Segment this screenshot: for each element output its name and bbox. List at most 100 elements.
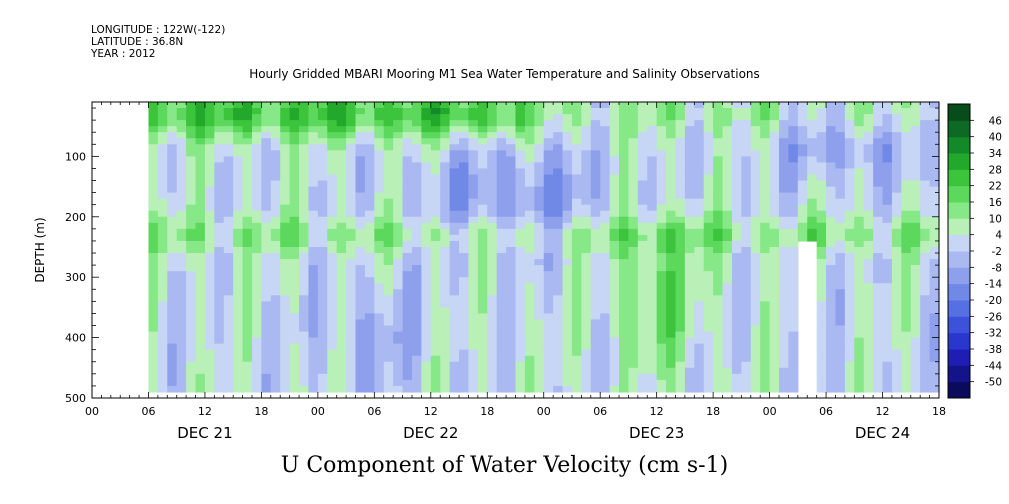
heatmap-cell <box>769 186 780 194</box>
heatmap-cell <box>374 222 385 230</box>
heatmap-cell <box>251 132 262 139</box>
heatmap-cell <box>477 228 488 236</box>
heatmap-cell <box>600 253 611 260</box>
heatmap-cell <box>317 246 328 254</box>
heatmap-cell <box>242 162 253 170</box>
heatmap-cell <box>741 265 752 272</box>
heatmap-cell <box>600 295 611 302</box>
heatmap-cell <box>863 283 874 290</box>
heatmap-cell <box>468 367 479 375</box>
heatmap-cell <box>844 259 855 266</box>
heatmap-cell <box>468 216 479 224</box>
heatmap-cell <box>769 192 780 200</box>
heatmap-cell <box>713 174 724 182</box>
heatmap-cell <box>731 222 742 230</box>
heatmap-cell <box>713 108 724 115</box>
heatmap-cell <box>186 240 197 248</box>
colorbar-label: -26 <box>985 311 1002 323</box>
heatmap-cell <box>251 138 262 145</box>
heatmap-cell <box>534 349 545 357</box>
heatmap-cell <box>901 132 912 139</box>
heatmap-cell <box>637 253 648 260</box>
heatmap-cell <box>656 150 667 157</box>
heatmap-cell <box>186 325 197 333</box>
heatmap-cell <box>600 265 611 272</box>
heatmap-cell <box>317 174 328 182</box>
heatmap-cell <box>487 385 498 393</box>
heatmap-cell <box>901 246 912 254</box>
heatmap-cell <box>280 265 291 272</box>
heatmap-cell <box>402 222 413 230</box>
heatmap-cell <box>835 228 846 236</box>
heatmap-cell <box>421 222 432 230</box>
heatmap-cell <box>543 265 554 272</box>
heatmap-cell <box>713 186 724 194</box>
heatmap-cell <box>722 108 733 115</box>
heatmap-cell <box>204 204 215 212</box>
heatmap-cell <box>713 114 724 121</box>
heatmap-cell <box>251 126 262 133</box>
heatmap-cell <box>609 138 620 145</box>
heatmap-cell <box>703 319 714 327</box>
heatmap-cell <box>854 126 865 133</box>
heatmap-cell <box>722 349 733 357</box>
heatmap-cell <box>411 319 422 327</box>
heatmap-cell <box>675 234 686 242</box>
heatmap-cell <box>317 385 328 393</box>
heatmap-cell <box>760 355 771 363</box>
heatmap-cell <box>882 162 893 170</box>
heatmap-cell <box>873 319 884 327</box>
heatmap-cell <box>779 325 790 333</box>
heatmap-cell <box>666 126 677 133</box>
heatmap-cell <box>430 216 441 224</box>
heatmap-cell <box>289 265 300 272</box>
heatmap-cell <box>807 102 818 109</box>
heatmap-cell <box>468 126 479 133</box>
heatmap-cell <box>929 277 940 284</box>
heatmap-cell <box>769 277 780 284</box>
heatmap-cell <box>882 283 893 290</box>
heatmap-cell <box>731 295 742 302</box>
heatmap-cell <box>741 126 752 133</box>
heatmap-cell <box>628 210 639 218</box>
heatmap-cell <box>807 180 818 188</box>
heatmap-cell <box>628 168 639 176</box>
heatmap-cell <box>863 331 874 339</box>
heatmap-cell <box>289 253 300 260</box>
heatmap-cell <box>524 216 535 224</box>
heatmap-cell <box>214 253 225 260</box>
heatmap-cell <box>186 132 197 139</box>
heatmap-cell <box>760 295 771 302</box>
heatmap-cell <box>684 210 695 218</box>
heatmap-cell <box>487 349 498 357</box>
heatmap-cell <box>515 289 526 296</box>
heatmap-cell <box>543 349 554 357</box>
heatmap-cell <box>675 337 686 345</box>
heatmap-cell <box>600 234 611 242</box>
heatmap-cell <box>449 234 460 242</box>
colorbar-label: -2 <box>992 246 1002 258</box>
heatmap-cell <box>468 325 479 333</box>
heatmap-cell <box>506 102 517 109</box>
colorbar-label: 46 <box>989 115 1003 127</box>
heatmap-cell <box>571 204 582 212</box>
heatmap-cell <box>270 216 281 224</box>
heatmap-cell <box>280 198 291 206</box>
heatmap-cell <box>374 385 385 393</box>
heatmap-cell <box>167 343 178 351</box>
heatmap-cell <box>459 361 470 369</box>
heatmap-cell <box>148 162 159 170</box>
heatmap-cell <box>477 379 488 387</box>
heatmap-cell <box>204 367 215 375</box>
heatmap-cell <box>666 138 677 145</box>
heatmap-cell <box>515 168 526 176</box>
heatmap-cell <box>402 138 413 145</box>
heatmap-cell <box>797 162 808 170</box>
heatmap-cell <box>901 343 912 351</box>
heatmap-cell <box>797 174 808 182</box>
heatmap-cell <box>167 361 178 369</box>
heatmap-cell <box>233 198 244 206</box>
heatmap-cell <box>374 355 385 363</box>
heatmap-cell <box>656 253 667 260</box>
heatmap-cell <box>760 289 771 296</box>
